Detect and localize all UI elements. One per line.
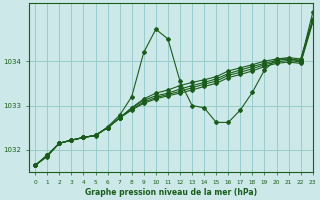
X-axis label: Graphe pression niveau de la mer (hPa): Graphe pression niveau de la mer (hPa) — [85, 188, 257, 197]
